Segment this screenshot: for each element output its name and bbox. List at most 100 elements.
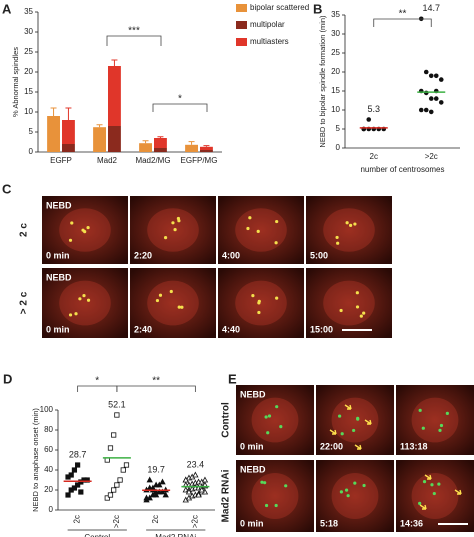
point [68, 472, 74, 478]
micrograph [236, 460, 314, 532]
error-bar [111, 59, 118, 66]
spot [177, 305, 181, 309]
cell [235, 280, 287, 326]
point [201, 476, 209, 483]
cell [59, 208, 111, 252]
point [71, 485, 78, 491]
point [156, 481, 163, 488]
bar [108, 126, 121, 152]
x-tick-label: EGFP/MG [181, 156, 218, 165]
panel-label: E [228, 371, 237, 386]
cell [251, 397, 299, 443]
point [366, 117, 372, 122]
point [159, 478, 166, 485]
bar [154, 138, 167, 148]
legend-swatch [236, 21, 247, 29]
group-label: Control [84, 533, 110, 537]
y-tick-label: 30 [24, 27, 33, 36]
spot [336, 241, 340, 245]
micrograph [218, 268, 304, 338]
point [84, 477, 90, 483]
significance-label: *** [128, 26, 140, 37]
spot [155, 298, 160, 303]
panel-label: C [2, 181, 12, 196]
spot [68, 313, 73, 317]
spot [177, 219, 181, 223]
cell [411, 397, 459, 443]
spot [246, 226, 250, 231]
spot [256, 229, 260, 233]
point [185, 488, 193, 495]
bar [200, 146, 213, 150]
micrograph [306, 268, 392, 338]
micrograph [306, 196, 392, 264]
arrow [329, 429, 337, 435]
spot [158, 293, 163, 297]
cell [59, 280, 111, 326]
point [195, 491, 202, 498]
frame-time: 5:00 [310, 250, 328, 260]
spot [356, 417, 360, 421]
micrograph [42, 196, 128, 264]
spot [345, 221, 349, 225]
micrograph [396, 385, 474, 455]
point [428, 96, 434, 101]
spot [339, 490, 343, 494]
spot [437, 482, 441, 486]
mean-label: 52.1 [108, 399, 126, 409]
y-tick-label: 15 [331, 86, 340, 95]
significance-bracket [106, 35, 162, 46]
point [75, 482, 81, 488]
spot [86, 298, 91, 302]
spot [266, 431, 270, 435]
x-tick-label: EGFP [50, 156, 72, 165]
spot [355, 305, 360, 309]
point [423, 69, 429, 75]
y-tick-label: 30 [331, 29, 340, 38]
cell [235, 208, 287, 252]
mean-label: 19.7 [147, 464, 165, 474]
point [107, 445, 114, 451]
mean-label: 23.4 [187, 459, 205, 469]
spot [86, 225, 90, 230]
micrograph [130, 196, 216, 264]
point [78, 489, 84, 495]
frame-tag: NEBD [240, 389, 266, 399]
arrow [454, 489, 462, 495]
point [418, 107, 424, 113]
spot [362, 483, 366, 488]
cell [323, 280, 375, 326]
bar [93, 127, 106, 152]
significance-label: ** [152, 376, 160, 387]
cell [331, 472, 379, 520]
bar [154, 148, 167, 152]
spot [81, 228, 85, 232]
y-tick-label: 80 [44, 425, 53, 434]
legend-label: multiasters [250, 37, 289, 46]
error-bar [96, 124, 103, 128]
group-label: Mad2 RNAi [155, 533, 196, 537]
frame-time: 0 min [240, 518, 264, 528]
legend-swatch [236, 4, 247, 12]
y-tick-label: 35 [331, 10, 340, 19]
point [146, 476, 153, 483]
point [120, 467, 126, 473]
spot [264, 503, 269, 508]
point [192, 471, 199, 478]
bar [185, 144, 198, 152]
micrograph [236, 385, 314, 455]
cell [331, 397, 379, 443]
mean-label: 14.7 [422, 3, 440, 13]
x-tick-label: >2c [112, 515, 121, 528]
y-tick-label: 0 [336, 143, 341, 152]
spot [82, 294, 86, 298]
frame-tag: NEBD [240, 464, 266, 474]
bar [139, 143, 152, 152]
cell [251, 472, 299, 520]
frame-time: 2:20 [134, 250, 152, 260]
significance-label: ** [399, 9, 407, 20]
spot [353, 222, 357, 226]
x-tick-label: 2c [73, 515, 82, 523]
y-tick-label: 10 [24, 107, 33, 116]
